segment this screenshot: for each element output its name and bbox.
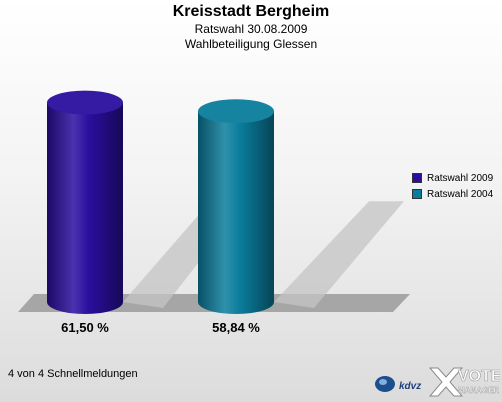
chart-title: Kreisstadt Bergheim xyxy=(172,3,330,20)
legend-swatch-ratswahl-2004 xyxy=(412,189,422,199)
bar-value-label-0: 61,50 % xyxy=(61,320,109,335)
kdvz-logo: kdvz xyxy=(375,376,421,392)
chart-legend: Ratswahl 2009 Ratswahl 2004 xyxy=(412,170,493,202)
vote-manager-logo: VOTE MANAGER xyxy=(428,367,500,397)
legend-item-ratswahl-2009: Ratswahl 2009 xyxy=(412,170,493,186)
bar-top-0 xyxy=(47,90,123,115)
manager-logo-text: MANAGER xyxy=(458,386,500,395)
chart-subtitle-district: Wahlbeteiligung Glessen xyxy=(184,37,318,51)
legend-item-ratswahl-2004: Ratswahl 2004 xyxy=(412,186,493,202)
bar-value-label-1: 58,84 % xyxy=(212,320,260,335)
chart-subtitle-date: Ratswahl 30.08.2009 xyxy=(194,22,308,36)
footer-status: 4 von 4 Schnellmeldungen xyxy=(8,368,138,380)
legend-swatch-ratswahl-2009 xyxy=(412,173,422,183)
legend-label-ratswahl-2009: Ratswahl 2009 xyxy=(427,172,494,184)
bar-shadow-1 xyxy=(274,201,404,308)
bar-0 xyxy=(47,102,123,314)
bar-1 xyxy=(198,111,274,315)
vote-logo-x-icon xyxy=(428,367,464,397)
bar-top-1 xyxy=(198,99,274,124)
kdvz-logo-text: kdvz xyxy=(399,381,421,392)
kdvz-logo-highlight xyxy=(379,379,387,385)
vote-logo-text: VOTE xyxy=(458,368,500,385)
legend-label-ratswahl-2004: Ratswahl 2004 xyxy=(427,188,494,200)
